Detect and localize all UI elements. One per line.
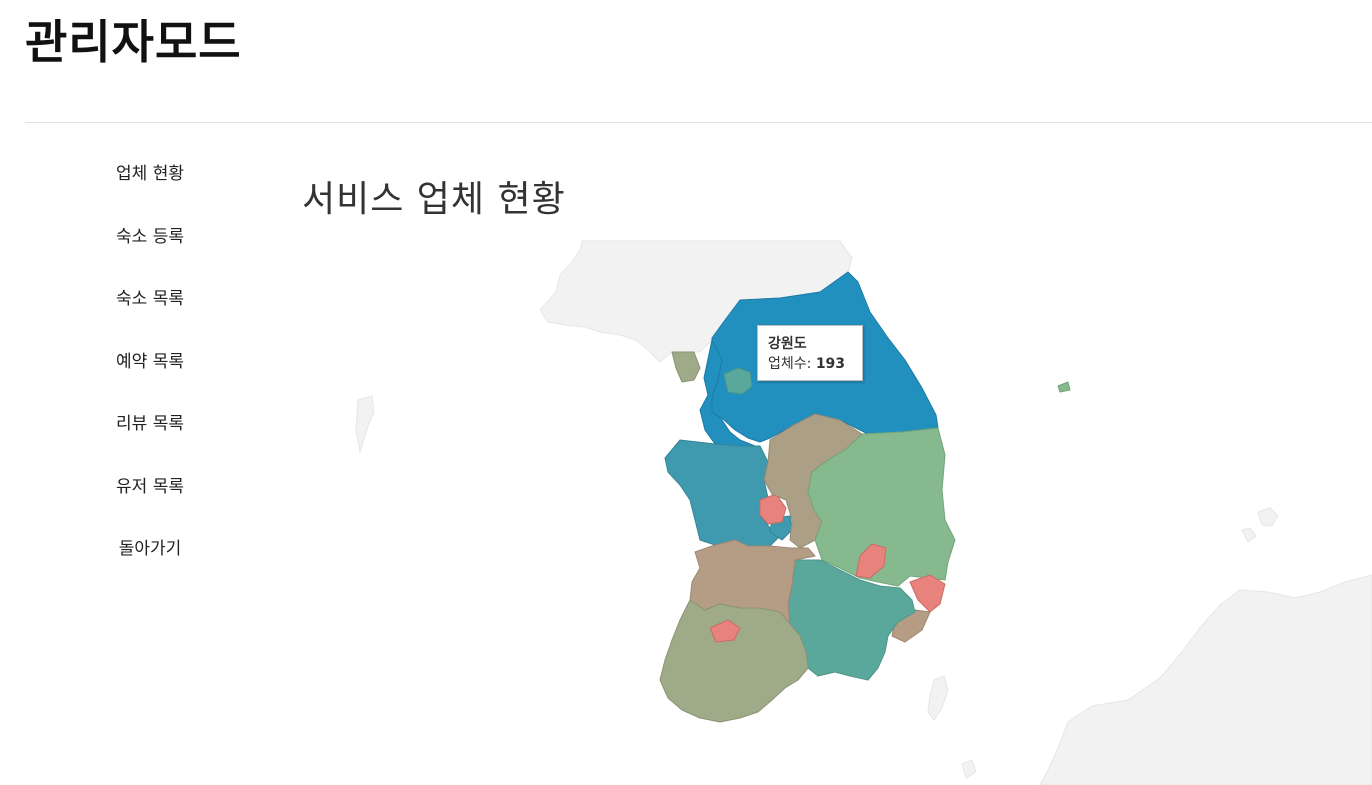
tooltip-region-name: 강원도: [768, 336, 807, 352]
sidebar-item-go-back[interactable]: 돌아가기: [118, 539, 182, 559]
background-land: [355, 240, 1372, 785]
region-gyeongbuk[interactable]: [807, 427, 956, 587]
page-title: 관리자모드: [25, 15, 242, 69]
sidebar-item-company-status[interactable]: 업체 현황: [116, 164, 184, 184]
region-seoul[interactable]: [723, 367, 753, 395]
map-tooltip: 강원도 업체수: 193: [757, 325, 863, 381]
tsushima-island: [927, 675, 949, 721]
region-jeju[interactable]: [1057, 381, 1071, 393]
small-island: [355, 395, 375, 453]
region-gyeonggi[interactable]: [699, 339, 756, 447]
region-jeonnam[interactable]: [659, 599, 809, 723]
sidebar-item-reservation-list[interactable]: 예약 목록: [116, 351, 184, 372]
japan-land: [1039, 574, 1372, 785]
region-ulsan[interactable]: [909, 574, 946, 613]
province-regions: [659, 271, 1071, 723]
small-island-2: [961, 759, 977, 779]
tooltip-count-value: 193: [815, 356, 846, 372]
region-chungnam[interactable]: [664, 439, 781, 547]
region-incheon[interactable]: [671, 351, 701, 383]
region-daegu[interactable]: [855, 543, 887, 579]
japan-islet-2: [1241, 527, 1257, 543]
sidebar-item-lodging-list[interactable]: 숙소 목록: [116, 289, 184, 309]
sidebar-item-lodging-register[interactable]: 숙소 등록: [116, 226, 184, 247]
sidebar-nav: 업체 현황 숙소 등록 숙소 목록 예약 목록 리뷰 목록 유저 목록 돌아가기: [100, 160, 200, 598]
tooltip-count-row: 업체수: 193: [768, 354, 852, 374]
sidebar-item-review-list[interactable]: 리뷰 목록: [116, 414, 184, 434]
japan-islet: [1257, 507, 1279, 527]
region-gwangju[interactable]: [709, 619, 741, 643]
tooltip-count-label: 업체수:: [768, 356, 816, 372]
header-divider: [25, 122, 1372, 123]
section-title: 서비스 업체 현황: [302, 179, 566, 220]
sidebar-item-user-list[interactable]: 유저 목록: [116, 476, 184, 497]
